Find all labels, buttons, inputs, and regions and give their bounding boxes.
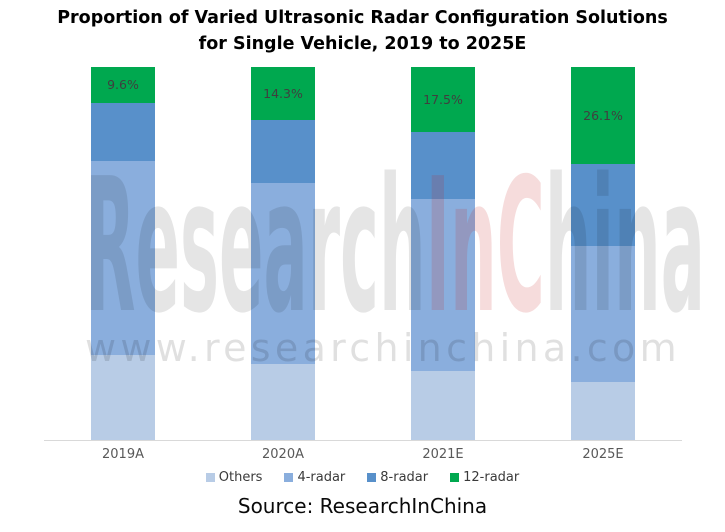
bar-segment-12-radar: 9.6% <box>91 67 155 103</box>
bar-2025E: 26.1% <box>571 67 635 440</box>
bar-segment-4-radar <box>91 160 155 355</box>
chart-title: Proportion of Varied Ultrasonic Radar Co… <box>0 5 725 57</box>
legend-item-12-radar: 12-radar <box>450 470 519 485</box>
bar-segment-8-radar <box>411 132 475 200</box>
bar-2019A: 9.6% <box>91 67 155 440</box>
legend-label: 12-radar <box>463 470 520 485</box>
legend-label: 4-radar <box>297 470 346 485</box>
legend-label: 8-radar <box>380 470 429 485</box>
bar-segment-12-radar: 26.1% <box>571 67 635 165</box>
bar-segment-4-radar <box>251 182 315 364</box>
bar-segment-8-radar <box>571 164 635 246</box>
bar-segment-Others <box>571 381 635 440</box>
legend-item-8-radar: 8-radar <box>367 470 428 485</box>
bar-segment-Others <box>251 363 315 440</box>
legend-swatch-icon <box>284 473 294 482</box>
bar-segment-8-radar <box>91 102 155 161</box>
bar-segment-8-radar <box>251 120 315 183</box>
bar-segment-12-radar: 14.3% <box>251 67 315 121</box>
bar-segment-4-radar <box>571 245 635 382</box>
chart-legend: Others 4-radar 8-radar 12-radar <box>0 470 725 485</box>
category-label-2019A: 2019A <box>102 447 144 462</box>
source-text: Source: ResearchInChina <box>237 494 488 518</box>
bar-segment-Others <box>91 354 155 440</box>
data-label: 14.3% <box>263 86 303 102</box>
category-label-2020A: 2020A <box>262 447 304 462</box>
plot-area: 9.6% 2019A 14.3% 2020A 17.5% 2021E 26.1% 2025E <box>44 67 682 462</box>
bar-segment-Others <box>411 371 475 440</box>
data-label: 17.5% <box>423 92 463 108</box>
legend-swatch-icon <box>450 473 460 482</box>
legend-swatch-icon <box>205 473 215 482</box>
data-label: 26.1% <box>583 108 623 124</box>
bar-segment-12-radar: 17.5% <box>411 67 475 133</box>
category-label-2025E: 2025E <box>582 447 624 462</box>
chart-title-line2: for Single Vehicle, 2019 to 2025E <box>198 34 527 54</box>
legend-item-4-radar: 4-radar <box>284 470 345 485</box>
bar-2020A: 14.3% <box>251 67 315 440</box>
category-label-2021E: 2021E <box>422 447 464 462</box>
legend-item-Others: Others <box>205 470 263 485</box>
bar-2021E: 17.5% <box>411 67 475 440</box>
legend-label: Others <box>218 470 263 485</box>
chart-title-line1: Proportion of Varied Ultrasonic Radar Co… <box>57 8 668 28</box>
legend-swatch-icon <box>367 473 377 482</box>
data-label: 9.6% <box>107 77 139 93</box>
bar-segment-4-radar <box>411 199 475 372</box>
